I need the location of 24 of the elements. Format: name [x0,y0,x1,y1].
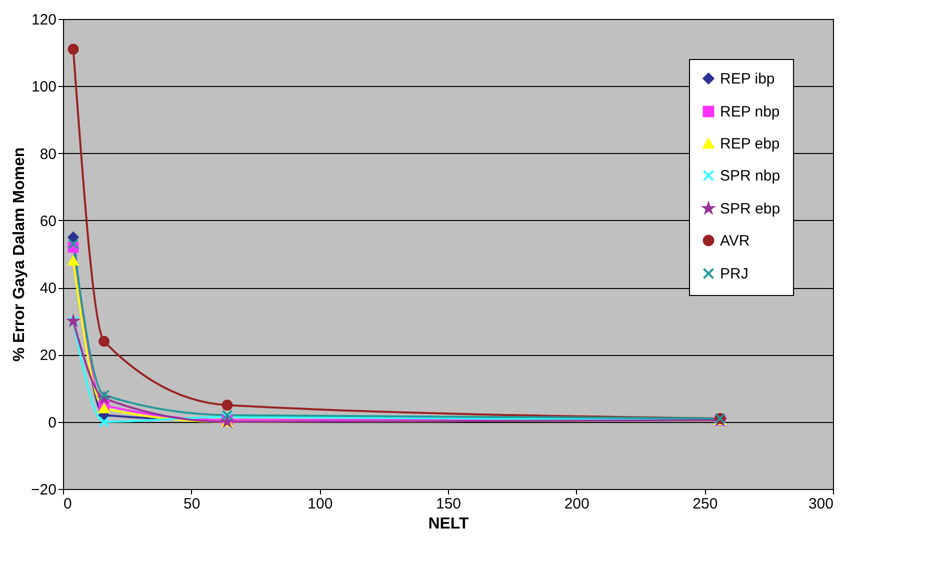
y-tick-label: 40 [40,280,56,298]
legend-label: REP ebp [720,136,780,152]
x-tick-label: 50 [183,496,200,512]
y-tick-label: −20 [31,482,56,498]
x-tick-label: 0 [64,496,72,512]
legend-label: AVR [720,232,750,250]
y-tick-label: 0 [48,414,56,432]
legend-label: REP nbp [720,104,780,120]
x-tick-label: 250 [692,496,718,512]
y-tick-label: 120 [31,12,56,28]
x-tick-label: 100 [308,496,333,512]
y-tick-label: 20 [40,347,56,364]
legend-label: PRJ [720,266,748,282]
x-axis-title: NELT [428,516,470,532]
legend-label: SPR ebp [720,200,780,218]
y-tick-label: 100 [31,78,56,96]
x-tick-label: 150 [436,496,462,512]
legend-label: SPR nbp [720,168,780,184]
legend-label: REP ibp [720,70,775,88]
y-tick-label: 60 [40,212,56,230]
x-tick-label: 300 [808,496,834,512]
x-tick-label: 200 [564,496,590,512]
y-axis-title: % Error Gaya Dalam Momen [11,147,28,362]
y-tick-label: 80 [40,146,56,163]
